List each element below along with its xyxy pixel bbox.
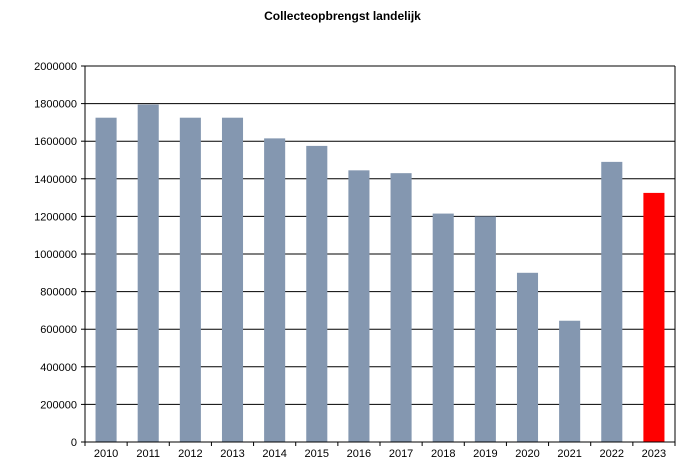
x-tick-label: 2012 [178,448,202,460]
bar-2012 [179,117,201,442]
chart-title: Collecteopbrengst landelijk [264,9,421,23]
x-tick-label: 2014 [262,448,286,460]
x-tick-label: 2023 [642,448,666,460]
bar-2017 [390,173,412,442]
gridlines [85,65,675,443]
y-tick-label: 800000 [40,287,77,299]
bar-2015 [306,145,328,442]
x-tick-labels: 2010 2011 2012 2013 2014 2015 2016 2017 2018 2019… [94,448,666,460]
bars [95,104,665,442]
y-tick-label: 1800000 [34,99,77,111]
y-tick-label: 2000000 [34,61,77,73]
x-tick-label: 2022 [600,448,624,460]
x-tick-label: 2018 [431,448,455,460]
y-tick-labels: 0 200000 400000 600000 800000 1000000 1200000 1… [34,61,77,449]
y-tick-label: 600000 [40,324,77,336]
bar-2016 [348,170,370,442]
x-tick-label: 2011 [136,448,160,460]
y-tick-label: 400000 [40,362,77,374]
x-tick-label: 2015 [305,448,329,460]
bar-2010 [95,117,117,442]
y-tick-label: 1000000 [34,249,77,261]
x-tick-label: 2017 [389,448,413,460]
axes [81,65,676,446]
y-tick-label: 1400000 [34,174,77,186]
x-tick-label: 2021 [557,448,581,460]
y-tick-label: 1600000 [34,136,77,148]
x-tick-label: 2020 [515,448,539,460]
y-tick-label: 1200000 [34,211,77,223]
y-tick-label: 0 [71,437,77,449]
bar-2023 [643,192,665,442]
bar-2020 [516,272,539,442]
bar-2013 [221,117,244,442]
x-tick-label: 2016 [347,448,371,460]
y-tick-label: 200000 [40,399,77,411]
bar-2014 [264,138,286,442]
x-tick-label: 2019 [473,448,497,460]
x-tick-label: 2013 [220,448,244,460]
bar-2011 [137,104,159,442]
x-tick-label: 2010 [94,448,118,460]
bar-2019 [474,216,496,442]
bar-2018 [432,213,454,442]
bar-2021 [559,320,581,442]
bar-2022 [601,161,623,442]
